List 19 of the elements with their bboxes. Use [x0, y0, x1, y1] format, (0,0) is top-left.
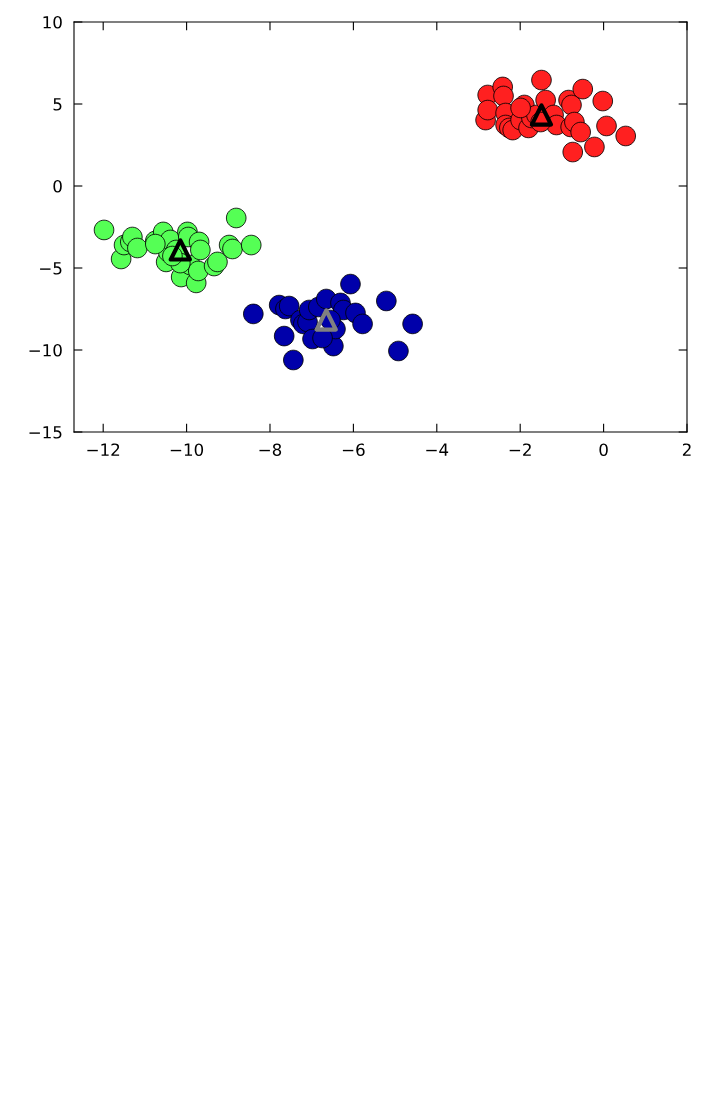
- x-tick-label: 2: [682, 443, 691, 456]
- y-tick-label: −15: [29, 426, 62, 439]
- x-tick-label: 0: [599, 443, 608, 457]
- point: [402, 313, 423, 335]
- x-tick-label: −2: [509, 443, 531, 456]
- x-tick-label: −12: [87, 443, 120, 456]
- y-tick-label: −10: [29, 343, 62, 357]
- y-tick-label: −5: [40, 262, 62, 275]
- x-tick-label: −10: [170, 443, 204, 457]
- point: [529, 103, 554, 127]
- y-tick-label: 5: [53, 98, 62, 111]
- x-tick-label: −8: [259, 443, 282, 457]
- y-tick-label: 0: [53, 179, 62, 193]
- y-tick-label: 10: [43, 15, 62, 29]
- x-tick-label: −6: [342, 443, 365, 457]
- point: [314, 308, 338, 332]
- x-tick-label: −4: [426, 443, 449, 456]
- point: [570, 121, 591, 143]
- point: [93, 219, 115, 241]
